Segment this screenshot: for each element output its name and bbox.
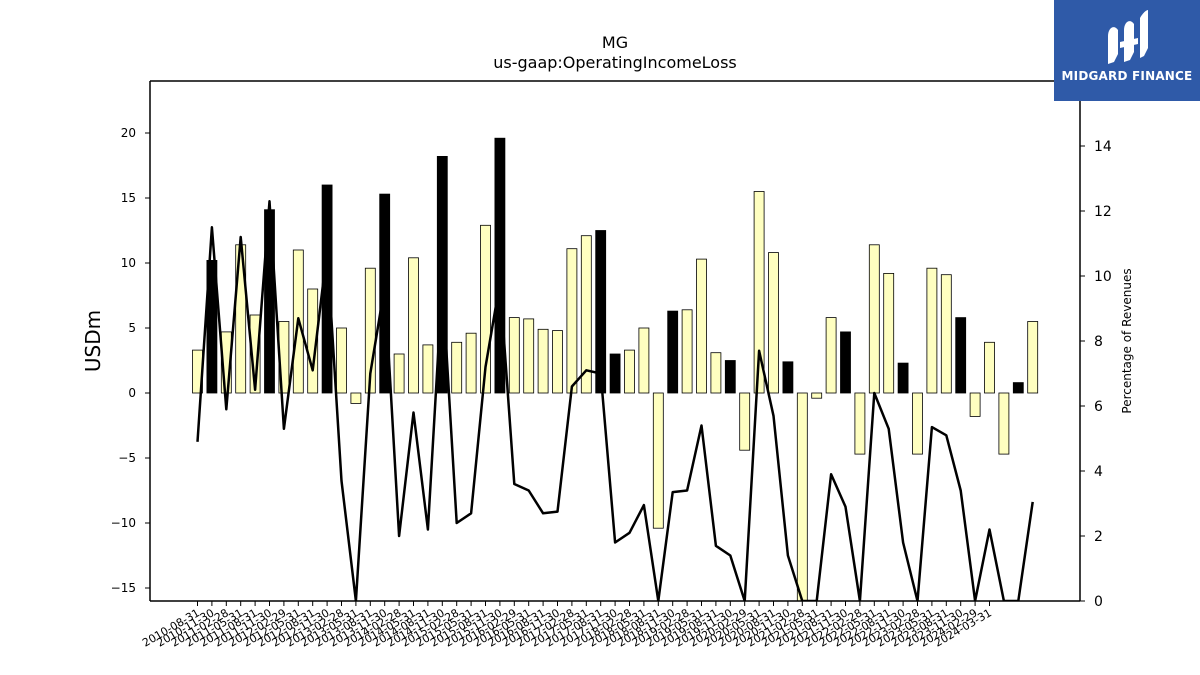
y2-tick-label: 6 <box>1094 399 1103 415</box>
bar <box>667 310 679 394</box>
logo-text: MIDGARD FINANCE <box>1061 69 1193 83</box>
y-tick-label: 10 <box>121 256 136 270</box>
bar <box>984 341 995 394</box>
bar <box>1012 382 1024 394</box>
percentage-line <box>196 200 1034 601</box>
bar <box>868 244 880 394</box>
bar <box>998 392 1010 455</box>
bar <box>566 248 578 394</box>
bar <box>969 392 981 417</box>
y-tick-label: 20 <box>121 126 136 140</box>
bar <box>912 392 923 455</box>
y-tick-label: 5 <box>128 321 136 335</box>
bar <box>537 328 549 394</box>
bar <box>811 392 823 399</box>
y2-axis-label: Percentage of Revenues <box>1120 268 1134 413</box>
bar <box>854 392 866 455</box>
y2-tick-label: 12 <box>1094 204 1112 220</box>
bar <box>508 317 520 394</box>
y-tick-label: 15 <box>121 191 136 205</box>
bar <box>782 361 794 394</box>
bar <box>523 318 535 394</box>
chart-title: MG <box>602 33 628 52</box>
bar <box>753 191 765 394</box>
bar <box>393 353 405 394</box>
bar <box>897 362 909 394</box>
bar <box>796 392 808 601</box>
bar <box>465 332 477 394</box>
bar <box>638 327 650 394</box>
bar <box>480 224 491 394</box>
bar <box>422 344 434 394</box>
bar <box>926 267 938 394</box>
y-tick-label: −10 <box>111 516 136 530</box>
bar <box>336 327 347 394</box>
bar <box>350 392 362 404</box>
bar <box>696 258 707 394</box>
bar <box>451 341 463 394</box>
y-tick-label: −15 <box>111 581 136 595</box>
bar <box>595 230 607 394</box>
y2-tick-label: 10 <box>1094 269 1112 285</box>
y-axis-label: USDm <box>81 310 105 372</box>
bar <box>724 360 736 394</box>
bar <box>825 317 837 394</box>
plot-area: −15−10−505101520024681012142010-08-31201… <box>111 80 1112 650</box>
y-tick-label: −5 <box>118 451 136 465</box>
bar <box>609 353 621 394</box>
bar <box>436 155 448 394</box>
chart-subtitle: us-gaap:OperatingIncomeLoss <box>493 53 737 72</box>
bar <box>580 235 592 394</box>
bar <box>739 392 751 451</box>
bar <box>494 137 506 394</box>
bar <box>955 317 967 394</box>
y2-tick-label: 2 <box>1094 529 1103 545</box>
midgard-logo-icon <box>1108 10 1148 64</box>
bar <box>624 349 635 394</box>
y2-tick-label: 4 <box>1094 464 1103 480</box>
bar <box>307 288 319 394</box>
y2-tick-label: 8 <box>1094 334 1103 350</box>
bar <box>710 352 722 394</box>
bar <box>1027 321 1039 394</box>
bar <box>552 330 563 394</box>
bar <box>652 392 664 529</box>
bar <box>408 257 419 394</box>
y2-tick-label: 0 <box>1094 594 1103 610</box>
bar <box>940 274 952 394</box>
y2-tick-label: 14 <box>1094 139 1112 155</box>
bar <box>249 314 261 394</box>
bar <box>883 272 895 394</box>
plot-marks <box>192 137 1039 601</box>
bar <box>681 309 693 394</box>
bar <box>768 252 779 394</box>
bar <box>206 259 218 394</box>
midgard-finance-logo: MIDGARD FINANCE <box>1054 0 1200 101</box>
bar <box>840 331 851 394</box>
y-tick-label: 0 <box>128 386 136 400</box>
